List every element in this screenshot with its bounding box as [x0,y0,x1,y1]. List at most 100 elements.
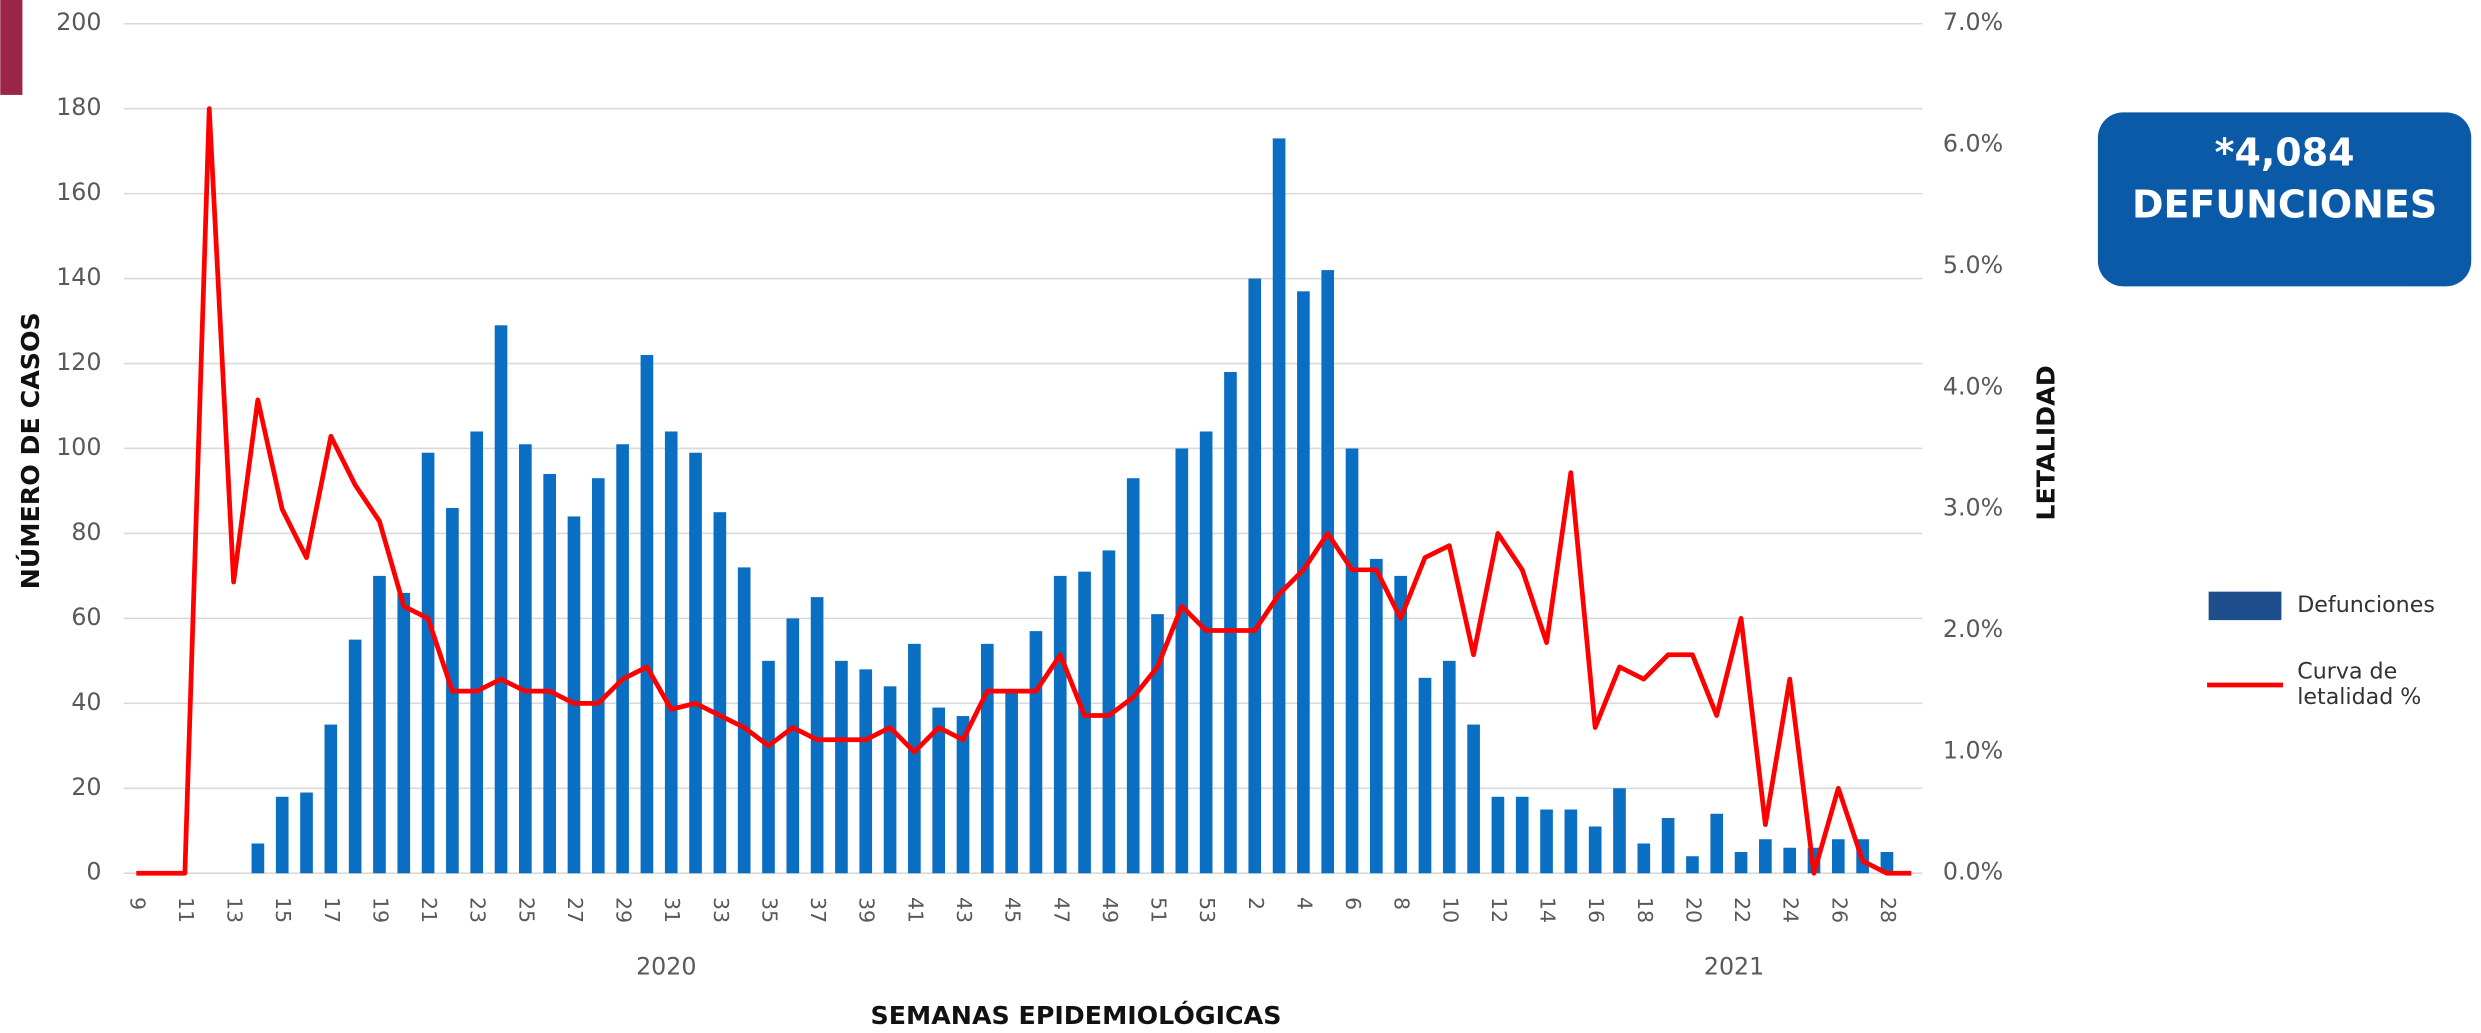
x-tick-label: 21 [417,897,441,923]
legend-label: Curva de letalidad % [2297,659,2422,711]
x-tick-label: 11 [174,897,198,923]
bar [373,575,386,874]
y-tick-label: 0 [86,858,101,886]
bar [1491,796,1505,874]
x-tick-label: 19 [368,897,392,923]
x-tick-label: 9 [125,897,149,910]
bar [786,618,800,874]
bar [1151,614,1164,874]
x-tick-label: 17 [320,897,344,923]
bar [1759,839,1772,874]
bar [470,431,484,874]
bar [689,452,702,874]
bar [713,512,727,874]
x-tick-label: 23 [466,897,490,923]
bar [616,444,629,874]
bar [1831,839,1845,874]
legend-swatch [2208,591,2282,621]
bar [835,660,848,874]
x-tick-label: 4 [1292,897,1316,910]
x-tick-label: 43 [952,897,976,923]
y-tick-label: 40 [71,688,101,716]
x-tick-label: 2 [1244,897,1268,910]
legend-label: Defunciones [2297,593,2435,619]
bar [251,843,265,874]
y-tick-label: 200 [56,8,101,36]
bar [1053,575,1067,874]
badge-value: *4,084 [2215,131,2355,175]
x-tick-label: 22 [1730,897,1754,923]
y2-tick-label: 3.0% [1943,494,2003,522]
bar [737,567,751,874]
y2-tick-label: 2.0% [1943,615,2003,643]
bar [543,473,556,874]
y2-tick-label: 6.0% [1943,130,2003,158]
x-tick-label: 47 [1049,897,1073,923]
bar [640,355,654,874]
x-tick-label: 35 [757,897,781,923]
bar [275,796,289,874]
bar [1637,843,1651,874]
x-tick-label: 49 [1098,897,1122,923]
x-tick-label: 20 [1681,897,1705,923]
bar [348,639,362,874]
x-tick-label: 31 [660,897,684,923]
x-tick-label: 10 [1438,897,1462,923]
bar [664,431,678,874]
y-tick-label: 160 [56,178,101,206]
bar [567,516,581,874]
bar [519,444,532,874]
bar [1102,550,1116,874]
bar [1078,571,1091,874]
bar [1345,448,1359,874]
y2-tick-label: 4.0% [1943,372,2003,400]
x-tick-label: 16 [1584,897,1608,923]
bar [421,452,435,874]
y-tick-label: 180 [56,93,101,121]
x-tick-label: 18 [1633,897,1657,923]
bar [1126,478,1140,874]
y-tick-label: 140 [56,263,101,291]
x-tick-label: 33 [709,897,733,923]
bar [1224,372,1237,874]
x-tick-label: 27 [563,897,587,923]
bar [1467,724,1480,874]
bar [1297,291,1310,874]
y2-tick-label: 5.0% [1943,251,2003,279]
x-tick-label: 41 [903,897,927,923]
bar [1686,856,1699,874]
bar [397,592,411,874]
x-tick-label: 12 [1487,897,1511,923]
bar [1540,809,1553,874]
y-tick-label: 120 [56,348,101,376]
year-label: 2021 [1704,953,1764,981]
year-label: 2020 [636,953,696,981]
bar [1515,796,1529,874]
bar [1783,847,1797,874]
bar [1175,448,1189,874]
x-tick-label: 24 [1779,897,1803,923]
bar [810,597,824,874]
bar [1394,575,1407,874]
x-tick-label: 15 [271,897,295,923]
bar [762,660,775,874]
line-series [136,106,1912,876]
bar [1880,851,1894,874]
x-tick-label: 37 [806,897,830,923]
bar [932,707,946,874]
x-axis-label: SEMANAS EPIDEMIOLÓGICAS [871,1000,1282,1030]
legend: Defunciones Curva de letalidad % [2207,591,2435,711]
y2-tick-label: 0.0% [1943,858,2003,886]
x-tick-label: 53 [1195,897,1219,923]
bar [956,716,970,874]
bar [1588,826,1602,874]
bar [1321,270,1335,874]
y-tick-label: 60 [71,603,101,631]
badge-label: DEFUNCIONES [2132,183,2437,227]
bar [1442,660,1456,874]
x-tick-label: 45 [1001,897,1025,923]
x-tick-label: 28 [1876,897,1900,923]
bar [908,643,921,874]
bar [980,643,994,874]
bar [1418,677,1432,874]
